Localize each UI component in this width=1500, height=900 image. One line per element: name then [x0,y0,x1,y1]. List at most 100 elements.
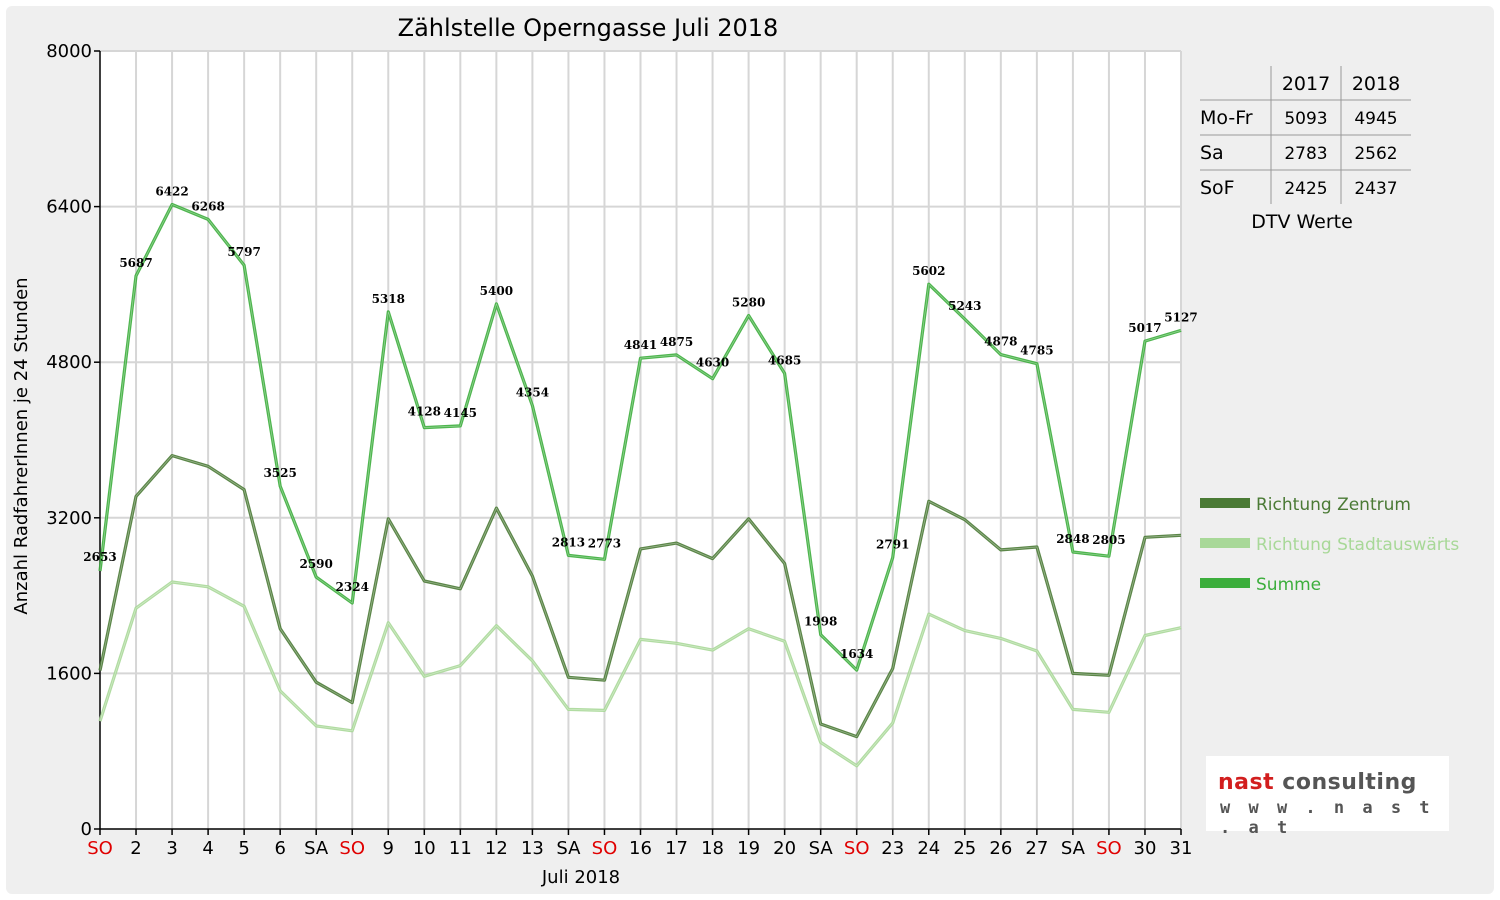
series-line-highlight-2 [99,204,1182,671]
x-tick-label: 20 [773,838,796,859]
table-row-label: Mo-Fr [1200,107,1253,129]
data-label: 6268 [191,199,224,213]
x-tick-label: 27 [1025,838,1048,859]
table-cell: 2425 [1284,179,1327,199]
data-label: 3525 [263,466,296,480]
x-tick-label: SO [87,838,113,859]
data-label: 5017 [1128,321,1161,335]
table-row-label: Sa [1200,142,1224,164]
x-tick-label: 13 [521,838,544,859]
table-caption: DTV Werte [1251,211,1353,233]
x-tick-label: 11 [449,838,472,859]
data-label: 4128 [408,405,441,419]
data-label: 2805 [1092,533,1125,547]
x-tick-label: 25 [953,838,976,859]
legend: Richtung Zentrum Richtung Stadtauswärts Su… [1200,495,1459,595]
data-label: 2324 [336,580,369,594]
legend-item-label: Richtung Stadtauswärts [1256,535,1459,555]
table-cell: 2562 [1354,144,1397,164]
data-label: 5243 [948,299,981,313]
data-label: 5400 [480,284,513,298]
x-tick-label: 31 [1170,838,1193,859]
table-cell: 5093 [1284,109,1327,129]
y-axis-label: Anzahl RadfahrerInnen je 24 Stunden [11,277,32,614]
table-cell: 2437 [1354,179,1397,199]
y-tick-label: 3200 [46,508,92,529]
y-tick-label: 8000 [46,41,92,62]
legend-swatch [1200,538,1250,548]
chart-title: Zählstelle Operngasse Juli 2018 [398,14,779,42]
x-tick-label: 16 [629,838,652,859]
data-label: 5318 [372,292,405,306]
y-tick-label: 6400 [46,197,92,218]
data-label: 2773 [588,536,621,550]
x-tick-label: SA [809,838,834,859]
x-tick-label: 24 [917,838,940,859]
data-label: 2791 [876,538,909,552]
x-tick-label: SA [304,838,329,859]
x-tick-label: 5 [238,838,249,859]
legend-item-label: Richtung Zentrum [1256,495,1411,515]
data-label: 5602 [912,264,945,278]
table-header: 2017 [1282,73,1330,95]
y-tick-label: 1600 [46,663,92,684]
logo-url: w w w . n a s t . a t [1220,798,1434,838]
logo-brand-red: nast [1218,770,1275,795]
x-tick-label: 17 [665,838,688,859]
table-header: 2018 [1352,73,1400,95]
x-tick-label: 30 [1134,838,1157,859]
data-label: 4354 [516,386,549,400]
table-row-label: SoF [1200,177,1235,199]
x-tick-label: 4 [202,838,213,859]
x-tick-label: 26 [989,838,1012,859]
series-line-2 [98,202,1182,672]
x-tick-label: SA [556,838,581,859]
x-tick-label: 18 [701,838,724,859]
data-label: 5797 [227,245,260,259]
legend-swatch [1200,498,1250,508]
table-cell: 4945 [1354,109,1397,129]
x-tick-label: 9 [383,838,394,859]
data-label: 4878 [984,335,1017,349]
data-label: 4841 [624,338,657,352]
dtv-table: 2017 2018 Mo-Fr 5093 4945 Sa 2783 2562 SoF 2425 24… [1200,66,1411,233]
data-label: 6422 [155,184,188,198]
data-label: 5127 [1164,310,1197,324]
x-tick-label: 12 [485,838,508,859]
data-label: 4145 [444,406,477,420]
x-tick-label: 3 [166,838,177,859]
data-label: 2813 [552,535,585,549]
y-tick-label: 4800 [46,352,92,373]
data-label: 4875 [660,335,693,349]
data-label: 5280 [732,296,765,310]
x-tick-label: 19 [737,838,760,859]
x-tick-label: SO [592,838,618,859]
logo-brand-grey: consulting [1282,770,1417,795]
x-tick-label: SO [844,838,870,859]
data-label: 2848 [1056,532,1089,546]
legend-item-label: Summe [1256,575,1321,595]
legend-swatch [1200,578,1250,588]
x-tick-label: 6 [274,838,285,859]
x-tick-label: 23 [881,838,904,859]
data-label: 2653 [83,550,116,564]
data-label: 1998 [804,615,837,629]
data-label: 5687 [119,256,152,270]
x-tick-label: 2 [130,838,141,859]
series-line-1 [98,580,1182,768]
series-line-highlight-1 [99,581,1182,767]
y-tick-label: 0 [81,819,92,840]
data-label: 1634 [840,647,873,661]
data-label: 4685 [768,353,801,367]
data-label: 2590 [299,557,332,571]
nast-consulting-logo: nast consulting w w w . n a s t . a t [1206,756,1449,838]
x-tick-label: SA [1061,838,1086,859]
data-label: 4630 [696,356,729,370]
chart-frame: 0 1600 3200 4800 6400 8000 SO 2 3 4 5 6 SA SO 9 10 11 12 1… [6,6,1494,894]
series-line-highlight-0 [99,455,1182,737]
data-label: 4785 [1020,344,1053,358]
table-cell: 2783 [1284,144,1327,164]
x-tick-label: 10 [413,838,436,859]
